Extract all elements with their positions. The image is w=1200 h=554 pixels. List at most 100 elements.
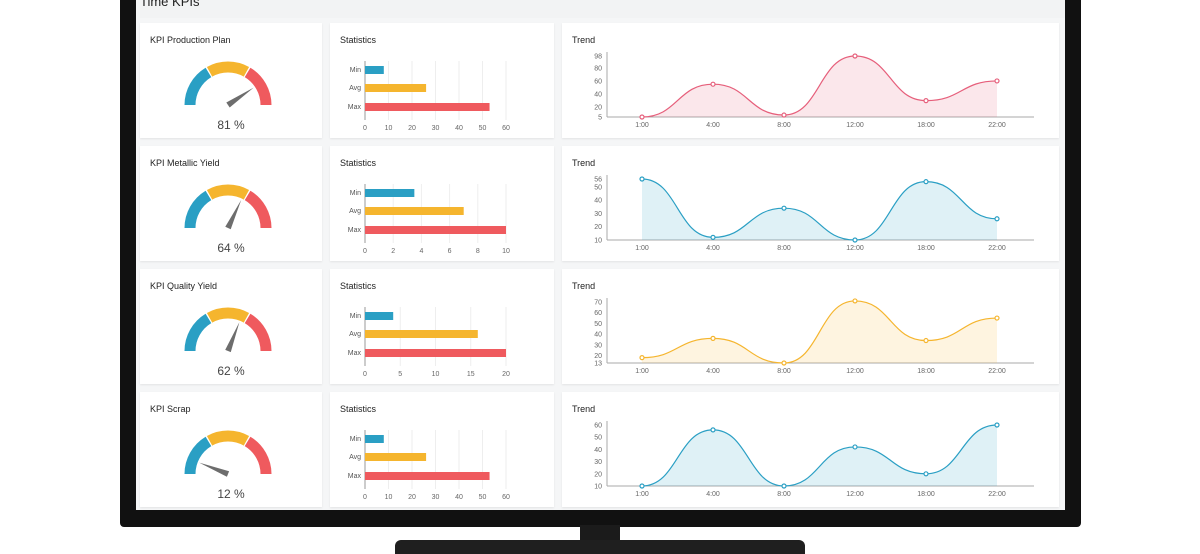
trend-area-fill xyxy=(642,425,997,486)
gauge-mid-segment xyxy=(206,307,250,323)
x-tick-label: 50 xyxy=(479,494,487,501)
trend-point xyxy=(781,483,787,489)
trend-point xyxy=(994,78,1000,84)
x-tick-label: 60 xyxy=(502,494,510,501)
y-tick-label: 60 xyxy=(594,423,602,430)
gauge-high-segment xyxy=(244,313,272,352)
y-tick-label: 56 xyxy=(594,177,602,184)
bar-min xyxy=(365,312,394,320)
y-tick-label: 98 xyxy=(594,54,602,61)
x-tick-label: 10 xyxy=(385,125,393,132)
trend-point xyxy=(852,53,858,59)
x-tick-label: 1:00 xyxy=(635,491,649,498)
gauge-mid-segment xyxy=(206,61,250,77)
gauge-low-segment xyxy=(184,436,212,475)
y-tick-label: 50 xyxy=(594,435,602,442)
x-tick-label: 2 xyxy=(391,248,395,255)
trend-card: Trend 5 20 40 60 80 98 1:00 4:00 8:00 12:00 18:00 22… xyxy=(562,23,1059,138)
gauge-low-segment xyxy=(184,67,212,106)
trend-point xyxy=(781,205,787,211)
gauge-needle xyxy=(225,199,242,230)
x-tick-label: 22:00 xyxy=(988,122,1006,129)
gauge-high-segment xyxy=(244,436,272,475)
category-label: Avg xyxy=(349,331,361,338)
y-tick-label: 40 xyxy=(594,447,602,454)
x-tick-label: 22:00 xyxy=(988,245,1006,252)
x-tick-label: 20 xyxy=(408,125,416,132)
kpi-title: KPI Quality Yield xyxy=(150,281,218,291)
kpi-gauge-card: KPI Scrap 12 % xyxy=(140,392,322,507)
x-tick-label: 5 xyxy=(398,371,402,378)
kpi-value: 81 % xyxy=(217,118,245,132)
x-tick-label: 10 xyxy=(385,494,393,501)
x-tick-label: 4 xyxy=(419,248,423,255)
trend-point xyxy=(710,335,716,341)
trend-point xyxy=(710,81,716,87)
trend-point xyxy=(639,355,645,361)
bar-max xyxy=(365,226,506,234)
x-tick-label: 4:00 xyxy=(706,245,720,252)
gauge-mid-segment xyxy=(206,430,250,446)
gauge-mid-segment xyxy=(206,184,250,200)
kpi-value: 62 % xyxy=(217,364,245,378)
dashboard-screen: Time KPIs KPI Production Plan 81 % Statist… xyxy=(136,0,1065,510)
trend-point xyxy=(710,234,716,240)
statistics-title: Statistics xyxy=(340,35,377,45)
y-tick-label: 20 xyxy=(594,353,602,360)
category-label: Min xyxy=(350,313,361,320)
x-tick-label: 60 xyxy=(502,125,510,132)
kpi-title: KPI Scrap xyxy=(150,404,191,414)
trend-area-fill xyxy=(642,179,997,240)
gauge-chart xyxy=(184,307,272,353)
y-tick-label: 70 xyxy=(594,300,602,307)
statistics-bar-chart: 0 2 4 6 8 10 Min Avg Max xyxy=(348,184,510,255)
gauge-high-segment xyxy=(244,67,272,106)
page-title: Time KPIs xyxy=(140,0,1065,18)
bar-min xyxy=(365,189,415,197)
x-tick-label: 12:00 xyxy=(846,122,864,129)
x-tick-label: 20 xyxy=(408,494,416,501)
trend-title: Trend xyxy=(572,158,596,168)
y-tick-label: 60 xyxy=(594,78,602,85)
y-tick-label: 5 xyxy=(598,115,602,122)
x-tick-label: 30 xyxy=(432,494,440,501)
category-label: Avg xyxy=(349,85,361,92)
x-tick-label: 15 xyxy=(467,371,475,378)
kpi-title: KPI Production Plan xyxy=(150,35,231,45)
x-tick-label: 4:00 xyxy=(706,368,720,375)
y-tick-label: 50 xyxy=(594,184,602,191)
category-label: Max xyxy=(348,104,362,111)
y-tick-label: 60 xyxy=(594,310,602,317)
x-tick-label: 0 xyxy=(363,125,367,132)
trend-area-chart: 5 20 40 60 80 98 1:00 4:00 8:00 12:00 18:00 22:00 xyxy=(594,52,1034,129)
gauge-chart xyxy=(184,430,272,477)
trend-point xyxy=(923,98,929,104)
trend-point xyxy=(781,112,787,118)
y-tick-label: 40 xyxy=(594,332,602,339)
bar-avg xyxy=(365,453,427,461)
trend-point xyxy=(994,315,1000,321)
x-tick-label: 12:00 xyxy=(846,368,864,375)
trend-line xyxy=(641,300,998,364)
bar-min xyxy=(365,435,384,443)
x-tick-label: 8:00 xyxy=(777,368,791,375)
category-label: Min xyxy=(350,190,361,197)
trend-point xyxy=(710,427,716,433)
x-tick-label: 1:00 xyxy=(635,122,649,129)
kpi-value: 12 % xyxy=(217,487,245,501)
x-tick-label: 22:00 xyxy=(988,368,1006,375)
x-tick-label: 4:00 xyxy=(706,491,720,498)
trend-point xyxy=(639,114,645,120)
kpi-title: KPI Metallic Yield xyxy=(150,158,220,168)
category-label: Avg xyxy=(349,454,361,461)
y-tick-label: 20 xyxy=(594,105,602,112)
trend-point xyxy=(639,176,645,182)
statistics-title: Statistics xyxy=(340,281,377,291)
gauge-high-segment xyxy=(244,190,272,229)
x-tick-label: 0 xyxy=(363,371,367,378)
y-tick-label: 13 xyxy=(594,361,602,368)
y-tick-label: 40 xyxy=(594,92,602,99)
bar-max xyxy=(365,472,490,480)
gauge-low-segment xyxy=(184,313,212,352)
